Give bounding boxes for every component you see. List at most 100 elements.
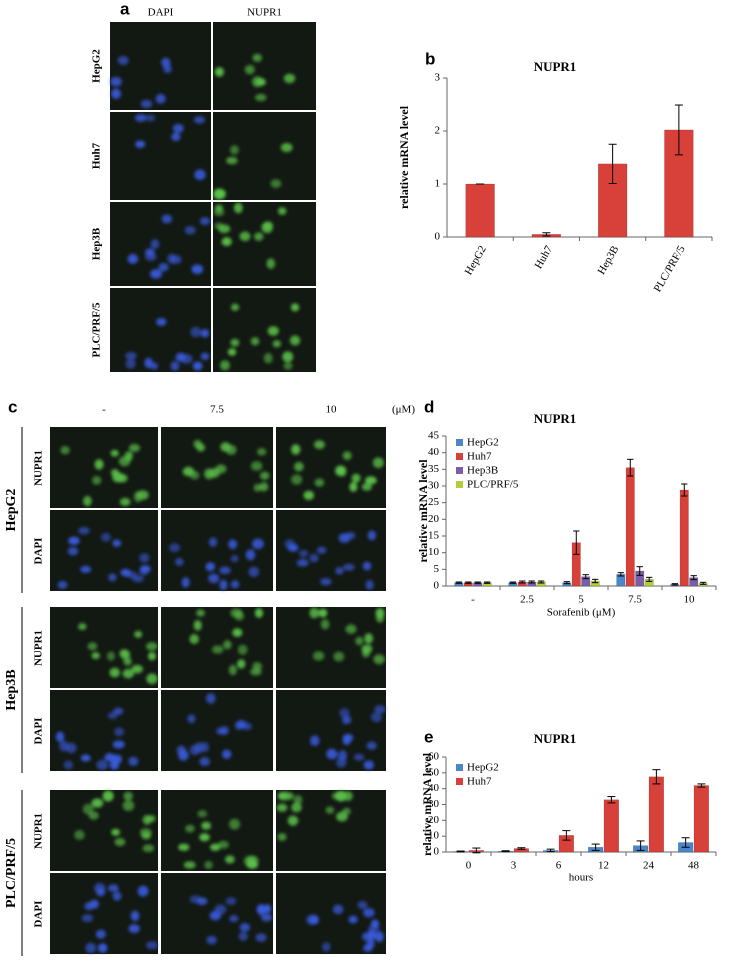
cell (277, 792, 287, 800)
cells (176, 693, 252, 767)
cell (283, 73, 296, 84)
cell (342, 715, 352, 725)
cell (63, 760, 74, 770)
cell (320, 619, 330, 630)
y-tick-label: 30 (428, 480, 440, 492)
cell (267, 326, 279, 336)
cells (291, 440, 384, 501)
cells (57, 526, 151, 590)
cell (316, 546, 327, 554)
cell (147, 815, 156, 823)
cell (125, 352, 137, 360)
error-bar (681, 837, 690, 848)
cell (87, 642, 98, 651)
error-bar (474, 581, 481, 584)
cell (348, 915, 358, 924)
stain-label: DAPI (33, 901, 45, 928)
cell (270, 179, 282, 189)
cell (363, 760, 375, 770)
cell (175, 557, 184, 566)
cell (122, 668, 135, 679)
bar (679, 489, 689, 587)
cell (112, 740, 125, 749)
cell (181, 577, 190, 588)
cell (119, 649, 131, 660)
legend-swatch (456, 467, 463, 474)
legend-swatch (456, 481, 463, 488)
cell (192, 361, 203, 371)
cell (209, 843, 221, 851)
cell (214, 222, 224, 230)
cell (309, 553, 319, 563)
group-label: Hep3B (4, 669, 19, 710)
y-tick-label: 20 (428, 513, 440, 525)
cell (175, 352, 186, 362)
error-bar (697, 783, 706, 788)
cells (55, 707, 139, 771)
unit-label: (μM) (392, 404, 415, 416)
micrograph (110, 112, 211, 200)
cell (221, 237, 232, 247)
cell (110, 449, 119, 457)
cell (291, 802, 302, 813)
cell (128, 924, 140, 934)
stain-label: DAPI (33, 718, 45, 745)
x-tick-label: Hep3B (595, 244, 621, 277)
cells (182, 439, 270, 492)
cell (318, 608, 328, 618)
cell (277, 207, 287, 215)
micrograph (50, 690, 158, 771)
cell (255, 93, 267, 102)
cell (193, 620, 202, 631)
legend-swatch (456, 439, 463, 446)
cell (199, 217, 211, 225)
y-tick-label: 30 (428, 798, 440, 810)
micrograph (276, 873, 386, 954)
cell (219, 566, 231, 575)
cell (178, 843, 190, 851)
column-header: 10 (326, 404, 338, 416)
y-tick-label: 1 (435, 178, 441, 190)
cell (338, 533, 351, 543)
error-bar (652, 769, 661, 785)
cell (312, 651, 325, 661)
stain-label: NUPR1 (33, 630, 45, 666)
cells (189, 895, 273, 945)
panel-letter: c (8, 397, 17, 416)
micrograph (50, 510, 158, 591)
cell (227, 348, 237, 356)
cell (60, 446, 70, 455)
cell (112, 539, 122, 548)
cell (82, 803, 94, 815)
cell (112, 891, 122, 901)
image-background (50, 790, 158, 871)
cell (125, 358, 136, 369)
cell (276, 803, 288, 812)
error-bar (456, 850, 465, 853)
cell (351, 473, 361, 483)
cell (220, 442, 231, 452)
cell (245, 549, 256, 561)
error-bar (538, 580, 545, 584)
cell (149, 269, 162, 279)
cell (85, 942, 97, 954)
error-bar (455, 581, 462, 584)
cell (131, 664, 143, 674)
image-background (276, 790, 386, 871)
cell (199, 833, 210, 842)
error-bar (573, 530, 580, 555)
micrograph (161, 790, 273, 871)
cell (130, 910, 140, 922)
x-tick-label: 6 (556, 860, 562, 872)
legend-swatch (456, 778, 463, 785)
cell (170, 361, 180, 371)
cell (336, 811, 348, 822)
cell (370, 919, 380, 929)
cell (114, 727, 125, 737)
cell (109, 667, 121, 678)
cell (213, 188, 225, 200)
image-background (213, 112, 316, 200)
cell (134, 630, 143, 638)
cell (230, 608, 243, 618)
cell (102, 790, 114, 802)
